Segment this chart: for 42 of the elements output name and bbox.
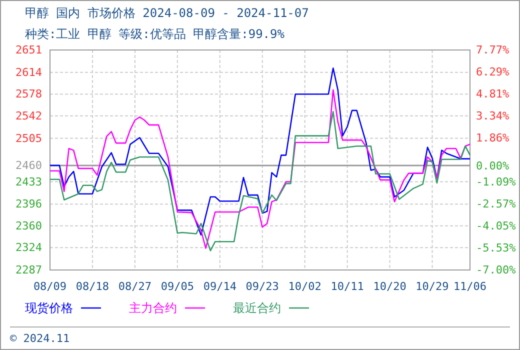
y-tick-label: 2505 bbox=[16, 132, 42, 145]
y2-tick-label: 7.77% bbox=[476, 44, 510, 57]
y2-tick-label: 3.34% bbox=[476, 110, 510, 123]
y2-tick-label: -5.53% bbox=[476, 242, 516, 255]
x-tick-label: 08/18 bbox=[76, 280, 110, 293]
y2-tick-label: -2.57% bbox=[476, 198, 516, 211]
x-tick-label: 08/27 bbox=[118, 280, 152, 293]
x-tick-label: 10/11 bbox=[330, 280, 364, 293]
chart-title: 甲醇 国内 市场价格 2024-08-09 - 2024-11-07 bbox=[25, 6, 309, 20]
legend-label: 最近合约 bbox=[233, 301, 281, 315]
x-tick-label: 09/14 bbox=[203, 280, 237, 293]
x-tick-label: 09/05 bbox=[160, 280, 194, 293]
x-tick-label: 11/06 bbox=[453, 280, 487, 293]
y2-tick-label: 6.29% bbox=[476, 66, 510, 79]
legend-label: 现货价格 bbox=[25, 301, 73, 315]
y-tick-label: 2433 bbox=[16, 175, 42, 188]
x-tick-label: 10/02 bbox=[288, 280, 322, 293]
chart-subtitle: 种类:工业 甲醇 等级:优等品 甲醇含量:99.9% bbox=[25, 27, 286, 41]
text: © 2024.11 bbox=[10, 332, 70, 345]
y2-tick-label: -7.00% bbox=[476, 264, 516, 277]
x-tick-label: 10/29 bbox=[416, 280, 449, 293]
x-tick-label: 09/23 bbox=[246, 280, 279, 293]
legend-label: 主力合约 bbox=[129, 301, 177, 315]
y2-tick-label: -4.05% bbox=[476, 220, 516, 233]
line-series bbox=[49, 67, 471, 236]
x-tick-label: 10/20 bbox=[373, 280, 406, 293]
y-tick-label: 2578 bbox=[16, 88, 42, 101]
y-tick-label: 2460 bbox=[16, 158, 42, 172]
y-tick-label: 2396 bbox=[16, 198, 42, 211]
line-series bbox=[49, 89, 471, 249]
y2-tick-label: 1.86% bbox=[476, 132, 510, 145]
y-tick-label: 2651 bbox=[16, 44, 42, 57]
y2-tick-label: -1.09% bbox=[476, 175, 516, 188]
y-tick-label: 2287 bbox=[16, 264, 42, 277]
x-tick-label: 08/09 bbox=[33, 280, 67, 293]
y-tick-label: 2360 bbox=[16, 219, 42, 232]
line-series bbox=[49, 111, 471, 252]
y-tick-label: 2542 bbox=[16, 109, 42, 122]
y-tick-label: 2614 bbox=[16, 66, 42, 79]
y-tick-label: 2324 bbox=[16, 241, 42, 254]
y2-tick-label: 4.81% bbox=[476, 88, 510, 101]
y2-tick-label: 0.00% bbox=[476, 159, 510, 172]
